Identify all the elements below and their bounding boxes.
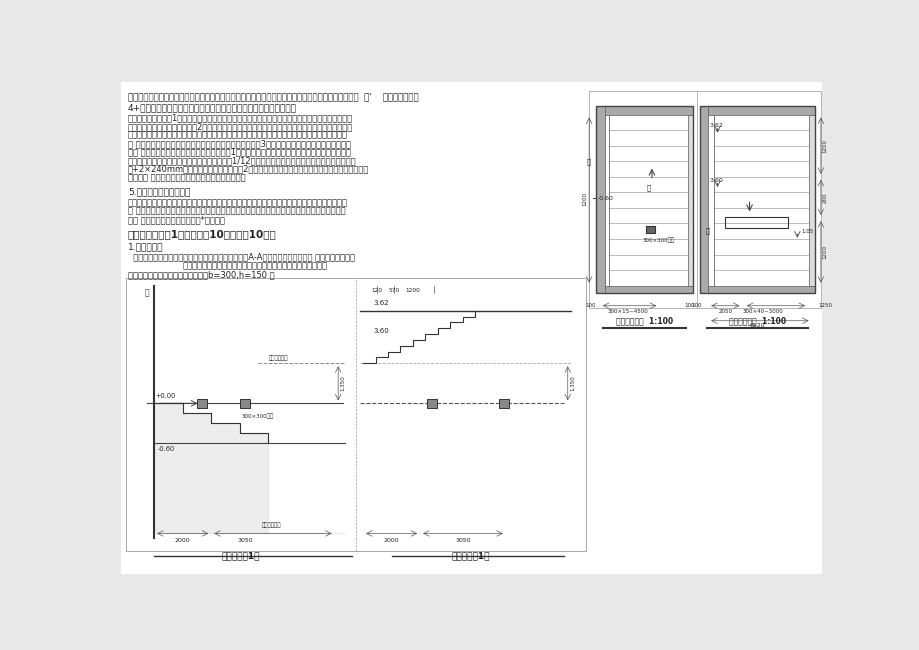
Text: 1.350: 1.350 xyxy=(569,376,574,391)
Text: 高楼盖的水平刚度；减小墙的自由长度，提高墙体的稳定性；限制墙体斜裂缝的开展和延伸，提高墙: 高楼盖的水平刚度；减小墙的自由长度，提高墙体的稳定性；限制墙体斜裂缝的开展和延伸… xyxy=(128,131,347,140)
Text: 体 的抗剪强度；减轻地震时地基不均匀沉降对房屋的影响。3）承重和抗弯功能，减少不均匀沉降和: 体 的抗剪强度；减轻地震时地基不均匀沉降对房屋的影响。3）承重和抗弯功能，减少不… xyxy=(128,139,350,148)
Text: 下图为某二层建筑局部平面，请完成图中室外楼梯的A-A剖面图，并标明踏步的 踏面高，踏面宽，: 下图为某二层建筑局部平面，请完成图中室外楼梯的A-A剖面图，并标明踏步的 踏面高… xyxy=(128,252,355,261)
Text: 300×300方柱: 300×300方柱 xyxy=(241,413,273,419)
Text: 步不得超出左侧墙边线。踏步尺寸：b=300,h=150 。: 步不得超出左侧墙边线。踏步尺寸：b=300,h=150 。 xyxy=(128,270,274,280)
Bar xyxy=(724,216,788,228)
Text: 5.工业建筑设计的任务？: 5.工业建筑设计的任务？ xyxy=(128,187,190,196)
Text: 护 结构的类型，进行细部构造设计；协调建筑、结构、水、暖、电、气、通风等各工种；正确贯彻: 护 结构的类型，进行细部构造设计；协调建筑、结构、水、暖、电、气、通风等各工种；… xyxy=(128,207,345,216)
Bar xyxy=(240,399,249,408)
Text: 1200: 1200 xyxy=(405,288,420,293)
Text: 上部为砖墙承重结构，常用于沿街底层为商店，或底层为公共活动的大空间，上面为住宅、办公用房或  答'    宿舍等等建筑。: 上部为砖墙承重结构，常用于沿街底层为商店，或底层为公共活动的大空间，上面为住宅、… xyxy=(128,92,418,101)
Bar xyxy=(809,114,814,286)
Text: 100: 100 xyxy=(584,304,596,308)
Bar xyxy=(197,399,207,408)
Text: 4+圈梁在墙体中有何作用？当用圈梁代替过梁时，应注意什么问题？: 4+圈梁在墙体中有何作用？当用圈梁代替过梁时，应注意什么问题？ xyxy=(128,103,297,112)
Text: 坚固 适用、经济合理、技术先进*的原则。: 坚固 适用、经济合理、技术先进*的原则。 xyxy=(128,215,224,224)
Bar xyxy=(698,105,708,293)
Bar xyxy=(588,90,820,308)
Text: 200: 200 xyxy=(822,192,826,203)
Text: 3050: 3050 xyxy=(455,538,471,543)
Text: 120: 120 xyxy=(371,288,382,293)
Text: 梯段宽度、两个平台的宽度以及半平台的标高，注意底层楼梯起跑: 梯段宽度、两个平台的宽度以及半平台的标高，注意底层楼梯起跑 xyxy=(183,261,327,270)
Text: 3.60: 3.60 xyxy=(373,328,389,333)
Bar xyxy=(426,399,437,408)
Text: 570: 570 xyxy=(388,288,399,293)
Text: 1200: 1200 xyxy=(582,192,586,206)
Text: 承受 墙体的重量的作用。代替是注意的问题：1）应注意圈梁的截面高度不要小于所代替过梁的截面: 承受 墙体的重量的作用。代替是注意的问题：1）应注意圈梁的截面高度不要小于所代替… xyxy=(128,148,350,157)
Bar xyxy=(596,105,693,114)
Text: 底层踏碎面1测: 底层踏碎面1测 xyxy=(221,551,260,560)
Text: +0.00: +0.00 xyxy=(155,393,176,399)
Text: 100: 100 xyxy=(691,304,701,308)
Text: 1200: 1200 xyxy=(822,245,826,259)
Text: 上: 上 xyxy=(586,159,591,165)
Text: 100: 100 xyxy=(684,304,694,308)
Text: 底层局部平面  1:100: 底层局部平面 1:100 xyxy=(616,317,673,325)
Text: -0.60: -0.60 xyxy=(597,196,613,201)
Text: 二层平台边缘: 二层平台边缘 xyxy=(268,355,288,361)
Text: 答：根据生产工艺，设计厂房的平面形状、柱网尺寸、剖面形式、建筑体型；合理选择结构方案和围: 答：根据生产工艺，设计厂房的平面形状、柱网尺寸、剖面形式、建筑体型；合理选择结构… xyxy=(128,198,347,207)
Text: 筋），配 筋不够时，应在上述范围内增加圈梁配筋。: 筋），配 筋不够时，应在上述范围内增加圈梁配筋。 xyxy=(128,173,245,182)
Text: 300×15~4500: 300×15~4500 xyxy=(607,309,648,314)
Text: 下: 下 xyxy=(705,227,709,234)
Bar xyxy=(126,278,585,551)
Bar xyxy=(596,105,604,293)
Text: 3050: 3050 xyxy=(237,538,253,543)
Text: 1.05: 1.05 xyxy=(800,229,812,234)
Bar xyxy=(698,286,814,293)
Text: 3.62: 3.62 xyxy=(373,300,389,306)
Text: 上: 上 xyxy=(645,185,650,191)
Text: 1.楼梯的设计: 1.楼梯的设计 xyxy=(128,242,164,251)
Text: -0.60: -0.60 xyxy=(158,446,175,452)
Text: 300×40~3000: 300×40~3000 xyxy=(742,309,783,314)
Text: 二层局部平面  1:100: 二层局部平面 1:100 xyxy=(728,317,785,325)
Text: 1250: 1250 xyxy=(818,304,832,308)
Text: 2000: 2000 xyxy=(175,538,190,543)
Text: 上: 上 xyxy=(144,288,149,297)
Bar xyxy=(686,114,693,286)
Bar xyxy=(698,105,814,293)
Polygon shape xyxy=(154,403,345,534)
Text: 1200: 1200 xyxy=(822,138,826,153)
Text: 较大振动荷载等对房屋的影响。2）增强纵、横墙的连结，提高房屋整体性；作为楼盖的边缘构件，提: 较大振动荷载等对房屋的影响。2）增强纵、横墙的连结，提高房屋整体性；作为楼盖的边… xyxy=(128,122,353,131)
Bar xyxy=(596,105,693,293)
Text: 答：圈梁主要作用：1）加强砌体结构的整体刚度，对砌体有约束作用，防止由于地基的不均匀沉陷或: 答：圈梁主要作用：1）加强砌体结构的整体刚度，对砌体有约束作用，防止由于地基的不… xyxy=(128,114,353,123)
Text: 2000: 2000 xyxy=(383,538,399,543)
Bar xyxy=(498,399,508,408)
Text: 二层平台边缘: 二层平台边缘 xyxy=(262,523,281,528)
Text: 四、作图题（共1小题，每题10分，共计10分）: 四、作图题（共1小题，每题10分，共计10分） xyxy=(128,229,277,240)
Text: 2050: 2050 xyxy=(718,309,732,314)
Bar xyxy=(645,226,654,233)
Text: 高度，否则应验算圈梁截面，也可按洞口宽度的1/12取过梁高度，圈梁截面高度不够时，可在洞口宽: 高度，否则应验算圈梁截面，也可按洞口宽度的1/12取过梁高度，圈梁截面高度不够时… xyxy=(128,156,356,165)
Bar xyxy=(596,286,693,293)
Text: 300×300方柱: 300×300方柱 xyxy=(642,237,674,242)
Text: 二周部平面1测: 二周部平面1测 xyxy=(451,551,490,560)
Bar xyxy=(698,105,814,114)
Text: 1.350: 1.350 xyxy=(340,376,345,391)
Text: 3.60: 3.60 xyxy=(709,178,722,183)
Text: 6520: 6520 xyxy=(749,323,765,328)
Text: 3.62: 3.62 xyxy=(709,123,722,128)
Text: 度+2×240mm范围内加大圈梁截面高度。2）验算圈梁配筋能否满足替代过梁的配筋面积（包括箍: 度+2×240mm范围内加大圈梁截面高度。2）验算圈梁配筋能否满足替代过梁的配筋… xyxy=(128,164,369,174)
